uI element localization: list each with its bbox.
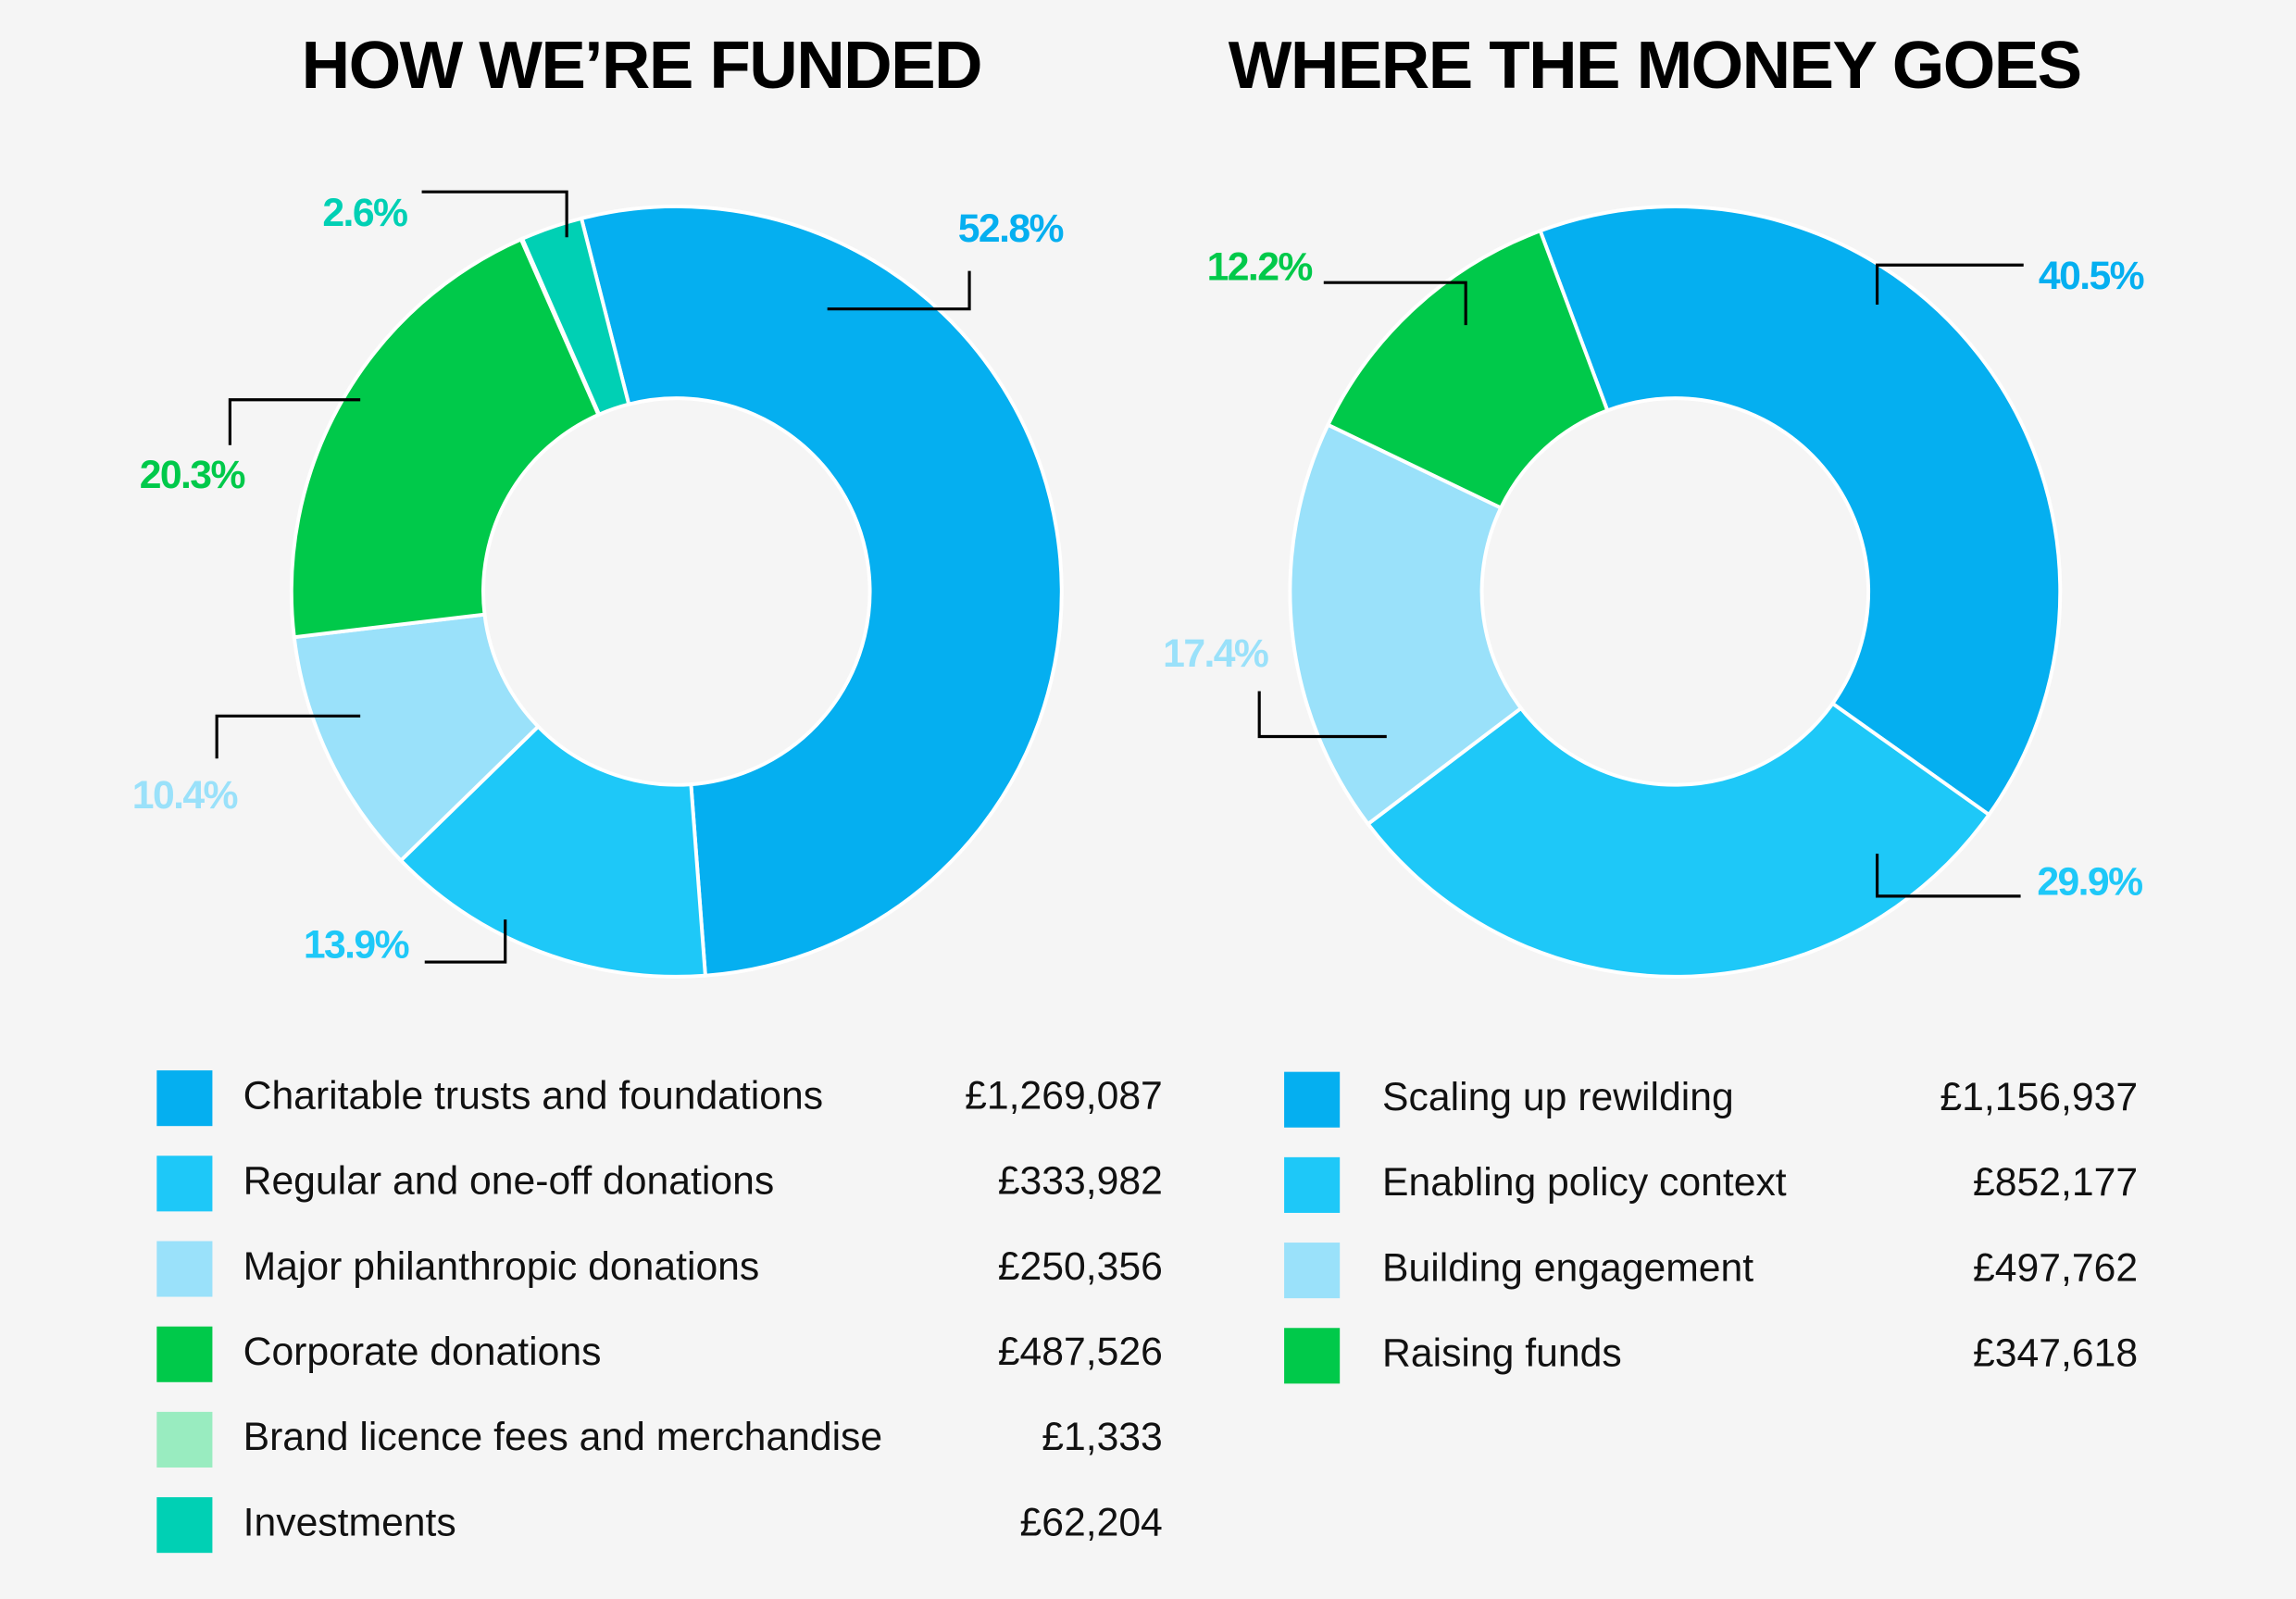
legend-label: Major philanthropic donations <box>243 1244 760 1289</box>
legend-swatch <box>1284 1243 1341 1299</box>
donut-slice <box>1288 422 1524 827</box>
legend-label: Charitable trusts and foundations <box>243 1073 823 1118</box>
leader-line <box>424 919 507 964</box>
percent-label: 17.4% <box>1163 631 1268 676</box>
percent-label: 40.5% <box>2039 254 2144 298</box>
legend-label: Regular and one-off donations <box>243 1159 775 1204</box>
donut-slice <box>1365 701 1992 979</box>
legend-value: £487,526 <box>998 1330 1163 1374</box>
leader-line <box>1323 281 1467 326</box>
legend-label: Building engagement <box>1382 1245 1753 1290</box>
donut-slice <box>292 612 542 864</box>
legend-swatch <box>1284 1328 1341 1384</box>
percent-label: 12.2% <box>1207 244 1313 289</box>
legend-value: £1,269,087 <box>965 1073 1163 1118</box>
chart-title: HOW WE’RE FUNDED <box>302 28 981 103</box>
percent-label: 29.9% <box>2037 860 2142 905</box>
percent-label: 20.3% <box>140 453 245 497</box>
legend-value: £347,618 <box>1973 1331 2138 1376</box>
legend-label: Enabling policy context <box>1382 1160 1787 1205</box>
donut-slice <box>289 236 602 640</box>
percent-label: 2.6% <box>322 191 407 235</box>
legend-swatch <box>156 1411 213 1468</box>
legend-swatch <box>156 1497 213 1554</box>
legend-swatch <box>156 1241 213 1297</box>
leader-line <box>228 398 361 445</box>
leader-line <box>1257 691 1387 739</box>
legend-swatch <box>156 1326 213 1382</box>
legend-swatch <box>1284 1156 1341 1213</box>
donut-slice <box>1538 205 2063 818</box>
percent-label: 13.9% <box>304 923 409 968</box>
legend-label: Corporate donations <box>243 1330 602 1374</box>
legend-value: £497,762 <box>1973 1245 2138 1290</box>
legend-label: Investments <box>243 1500 456 1544</box>
legend-value: £333,982 <box>998 1159 1163 1204</box>
percent-label: 10.4% <box>132 773 238 818</box>
donut-slice <box>1325 228 1610 511</box>
legend-value: £1,333 <box>1042 1415 1163 1459</box>
legend-swatch <box>156 1070 213 1127</box>
legend-value: £250,356 <box>998 1244 1163 1289</box>
leader-line <box>1876 263 2024 305</box>
donut-slice <box>398 723 708 979</box>
legend-swatch <box>156 1156 213 1212</box>
chart-title: WHERE THE MONEY GOES <box>1229 28 2081 103</box>
legend-value: £1,156,937 <box>1940 1075 2138 1119</box>
legend-value: £852,177 <box>1973 1160 2138 1205</box>
legend-label: Raising funds <box>1382 1331 1622 1376</box>
legend-swatch <box>1284 1071 1341 1128</box>
leader-line <box>1876 854 2021 898</box>
legend-value: £62,204 <box>1020 1500 1163 1544</box>
leader-line <box>215 714 361 759</box>
leader-line <box>421 190 568 238</box>
donut-slice <box>579 205 1064 978</box>
legend-label: Scaling up rewilding <box>1382 1075 1734 1119</box>
percent-label: 52.8% <box>958 206 1064 251</box>
donut-slice <box>519 216 631 418</box>
legend-label: Brand licence fees and merchandise <box>243 1415 883 1459</box>
leader-line <box>827 270 971 311</box>
